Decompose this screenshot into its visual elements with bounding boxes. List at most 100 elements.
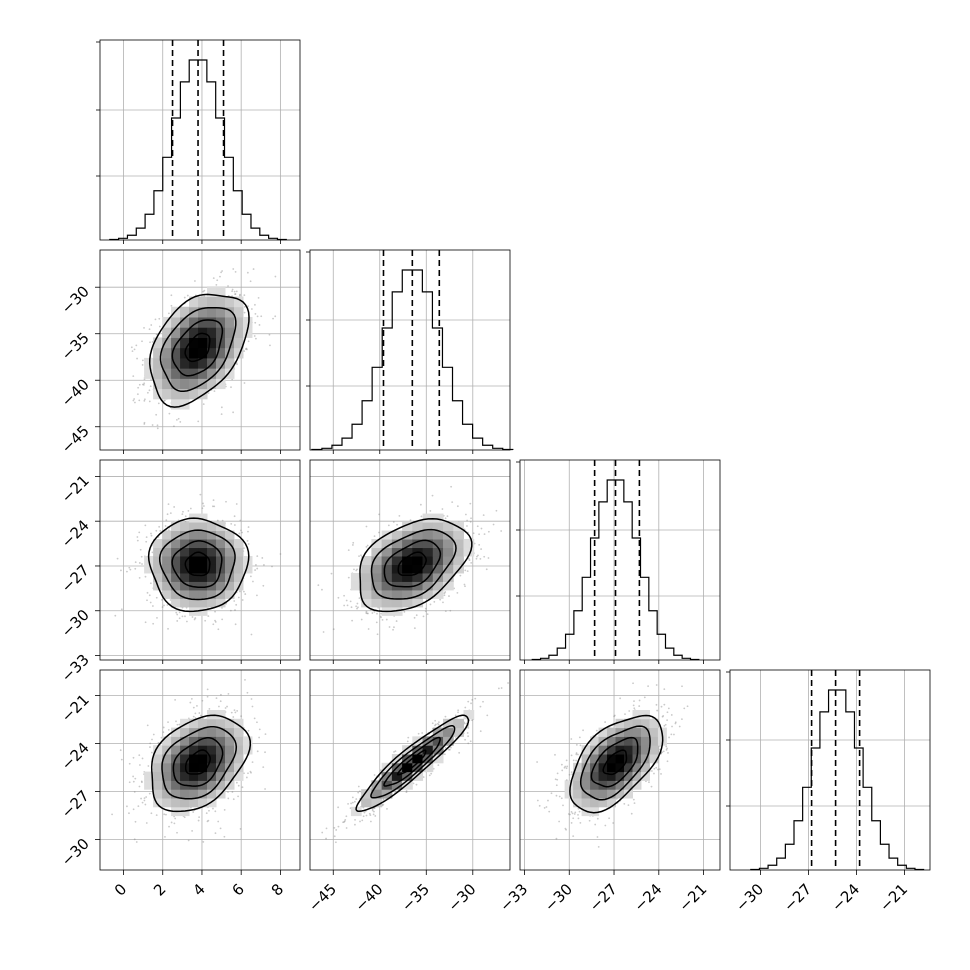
density-cell bbox=[207, 539, 217, 549]
density-cell bbox=[180, 771, 190, 781]
density-cell bbox=[233, 572, 244, 582]
sample-point bbox=[446, 515, 449, 518]
density-cell bbox=[412, 581, 424, 591]
density-cell bbox=[207, 598, 217, 608]
density-cell bbox=[225, 564, 235, 574]
panel-frame bbox=[99, 39, 301, 241]
sample-point bbox=[344, 818, 347, 821]
sample-point bbox=[133, 790, 136, 793]
density-cell bbox=[207, 368, 217, 379]
sample-point bbox=[358, 597, 361, 600]
sample-point bbox=[347, 576, 350, 579]
sample-point bbox=[207, 392, 210, 394]
sample-point bbox=[376, 612, 378, 615]
density-cell bbox=[189, 539, 199, 549]
sample-point bbox=[475, 557, 478, 560]
sample-point bbox=[93, 381, 95, 383]
sample-point bbox=[208, 707, 211, 710]
contours bbox=[150, 714, 252, 813]
sample-point bbox=[192, 706, 195, 709]
sample-point bbox=[355, 798, 358, 800]
sample-point bbox=[221, 519, 224, 522]
sample-point bbox=[356, 602, 359, 605]
sample-point bbox=[231, 791, 234, 793]
sample-point bbox=[317, 584, 320, 587]
density-cell bbox=[180, 368, 190, 379]
sample-point bbox=[145, 536, 148, 539]
sample-point bbox=[128, 566, 131, 569]
sample-point bbox=[149, 582, 152, 585]
density-cell bbox=[361, 589, 372, 599]
density-cell bbox=[198, 581, 208, 591]
density-cell bbox=[162, 378, 172, 390]
density-cell bbox=[180, 522, 190, 532]
density-cell bbox=[198, 564, 208, 574]
density-cell bbox=[189, 798, 199, 808]
sample-point bbox=[507, 682, 509, 684]
sample-point bbox=[156, 616, 158, 619]
density-cell bbox=[216, 762, 226, 773]
sample-point bbox=[137, 386, 140, 389]
sample-point bbox=[170, 294, 173, 297]
density-cell bbox=[171, 398, 181, 410]
sample-point bbox=[367, 612, 369, 615]
sample-point bbox=[363, 811, 366, 814]
sample-point bbox=[365, 612, 368, 614]
density-cell bbox=[198, 762, 208, 773]
density-cell bbox=[198, 754, 208, 764]
density-cell bbox=[189, 762, 199, 773]
density-cell bbox=[189, 368, 199, 379]
density-cell bbox=[162, 327, 172, 338]
sample-point bbox=[252, 268, 255, 270]
sample-point bbox=[334, 841, 337, 844]
density-cell bbox=[153, 378, 163, 390]
sample-point bbox=[151, 551, 154, 554]
sample-point bbox=[258, 728, 261, 731]
density-cell bbox=[233, 771, 244, 781]
density-cell bbox=[162, 388, 172, 400]
sample-point bbox=[136, 539, 139, 542]
sample-point bbox=[372, 813, 375, 816]
sample-point bbox=[167, 728, 170, 731]
sample-point bbox=[274, 275, 277, 278]
sample-point bbox=[218, 705, 220, 708]
panel-2-1 bbox=[93, 268, 277, 480]
density-cell bbox=[432, 564, 444, 574]
sample-point bbox=[146, 724, 149, 727]
sample-point bbox=[466, 525, 468, 527]
sample-point bbox=[184, 615, 186, 618]
sample-point bbox=[234, 293, 237, 295]
contours bbox=[359, 517, 473, 613]
density-cell bbox=[153, 780, 163, 790]
density-cell bbox=[198, 539, 208, 549]
sample-point bbox=[216, 279, 219, 282]
sample-point bbox=[241, 599, 244, 601]
sample-point bbox=[337, 825, 340, 828]
sample-point bbox=[219, 700, 222, 703]
sample-point bbox=[157, 478, 159, 480]
sample-point bbox=[143, 797, 146, 800]
histogram-4 bbox=[750, 689, 925, 871]
sample-point bbox=[141, 781, 143, 784]
sample-point bbox=[206, 695, 209, 698]
sample-point bbox=[207, 615, 210, 618]
sample-point bbox=[143, 423, 146, 425]
sample-point bbox=[351, 619, 354, 622]
sample-point bbox=[444, 591, 447, 593]
density-cell bbox=[216, 327, 226, 338]
sample-point bbox=[330, 572, 333, 575]
sample-point bbox=[141, 340, 143, 343]
density-cell bbox=[412, 522, 424, 532]
sample-point bbox=[343, 604, 346, 607]
sample-point bbox=[392, 628, 394, 631]
sample-point bbox=[345, 815, 348, 818]
sample-point bbox=[369, 814, 372, 817]
sample-point bbox=[111, 813, 113, 816]
sample-point bbox=[417, 732, 420, 735]
sample-point bbox=[456, 591, 459, 594]
density-cell bbox=[207, 522, 217, 532]
density-cell bbox=[207, 736, 217, 746]
density-cell bbox=[432, 547, 444, 557]
density-cell bbox=[171, 598, 181, 608]
density-cell bbox=[242, 564, 253, 574]
